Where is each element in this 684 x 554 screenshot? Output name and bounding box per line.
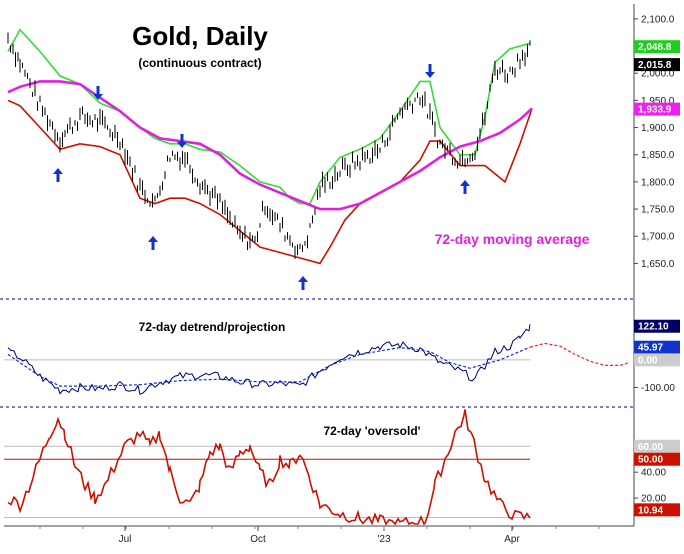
y-tick-label: 1,900.0 — [641, 123, 675, 134]
value-badge: 2,015.8 — [634, 58, 680, 72]
value-badge-label: 122.10 — [638, 322, 669, 333]
up-arrow-icon — [53, 168, 63, 182]
down-arrow-icon — [425, 64, 435, 78]
detrend-title: 72-day detrend/projection — [139, 320, 286, 334]
y-tick-label: 1,850.0 — [641, 150, 675, 161]
bottom-axis: Jul Oct '23 Apr — [39, 526, 600, 545]
price-title: Gold, Daily — [132, 21, 268, 51]
value-badge-label: 10.94 — [638, 505, 663, 516]
value-badge-label: 1,933.9 — [638, 105, 672, 116]
moving-average-label: 72-day moving average — [435, 231, 590, 247]
y-tick-label: 20.00 — [641, 494, 666, 505]
detrend-lines — [4, 324, 631, 395]
y-tick-label: 1,800.0 — [641, 177, 675, 188]
price-panel: Gold, Daily (continuous contract) 72-day… — [7, 21, 590, 290]
value-badge: 2,048.8 — [634, 40, 680, 54]
y-tick-label: 1,700.0 — [641, 232, 675, 243]
up-arrow-icon — [148, 236, 158, 250]
oversold-line — [7, 409, 531, 526]
value-badge-label: 60.00 — [638, 442, 663, 453]
price-lines — [7, 28, 533, 265]
up-arrow-icon — [460, 180, 470, 194]
y-tick-label: 2,000.0 — [641, 69, 675, 80]
oversold-title: 72-day 'oversold' — [323, 424, 420, 438]
x-tick-label: Apr — [504, 534, 520, 545]
y-tick-label: -100.00 — [641, 383, 675, 394]
y-tick-label: 40.00 — [641, 468, 666, 479]
value-badge: 45.97 — [634, 340, 680, 354]
value-badge: 122.10 — [634, 319, 680, 333]
price-bars — [7, 32, 531, 260]
value-badge: 10.94 — [634, 503, 680, 517]
oversold-lines — [4, 409, 531, 526]
projection-line — [529, 342, 631, 366]
lower-band-line — [7, 99, 533, 265]
x-tick-label: Jul — [119, 534, 132, 545]
x-tick-label: Oct — [250, 534, 266, 545]
y-tick-label: 1,650.0 — [641, 259, 675, 270]
y-tick-label: 1,950.0 — [641, 96, 675, 107]
y-tick-label: 1,750.0 — [641, 205, 675, 216]
value-badge: 50.00 — [634, 452, 680, 466]
detrend-line — [7, 324, 531, 395]
value-badge-label: 0.00 — [638, 355, 658, 366]
oversold-panel: 72-day 'oversold' — [4, 409, 531, 526]
value-badge-label: 2,015.8 — [638, 60, 672, 71]
value-badge-label: 2,048.8 — [638, 42, 672, 53]
value-badge: 1,933.9 — [634, 102, 680, 116]
detrend-smooth-line — [7, 346, 531, 387]
right-axis: 2,100.02,050.02,000.01,950.01,900.01,850… — [634, 14, 680, 517]
value-badge: 60.00 — [634, 439, 680, 453]
y-tick-label: 2,100.0 — [641, 14, 675, 25]
up-arrow-icon — [298, 276, 308, 290]
pivot-arrows — [53, 64, 470, 290]
value-badge: 0.00 — [634, 353, 680, 367]
value-badge-label: 45.97 — [638, 343, 663, 354]
detrend-panel: 72-day detrend/projection — [4, 320, 631, 395]
x-tick-label: '23 — [377, 534, 390, 545]
down-arrow-icon — [93, 86, 103, 100]
down-arrow-icon — [177, 134, 187, 148]
price-subtitle: (continuous contract) — [138, 56, 261, 70]
value-badge-label: 50.00 — [638, 455, 663, 466]
